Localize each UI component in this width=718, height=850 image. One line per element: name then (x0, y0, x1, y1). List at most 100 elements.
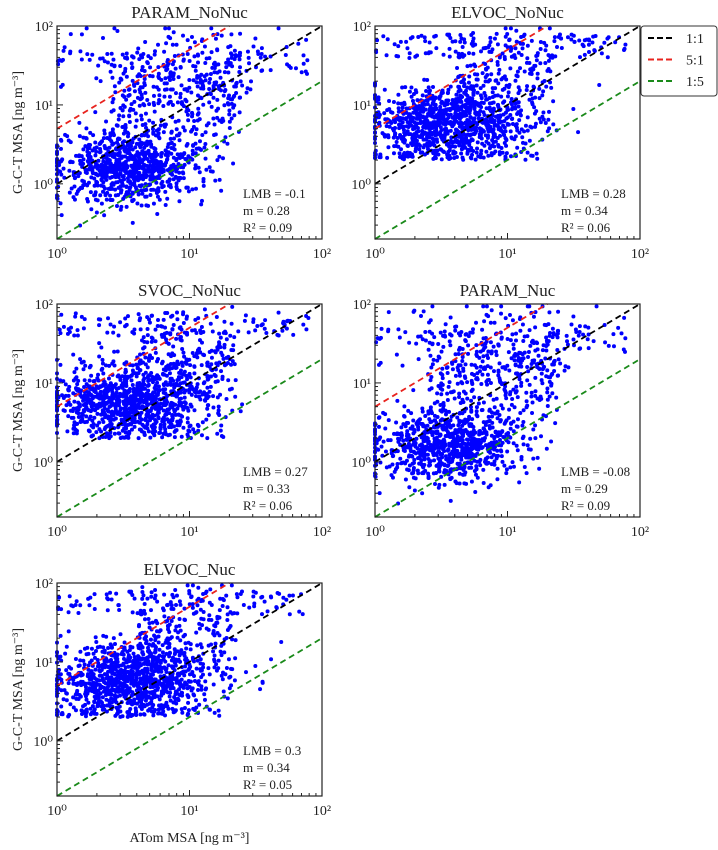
data-point (58, 331, 63, 336)
data-point (425, 135, 430, 140)
data-point (58, 84, 63, 89)
data-point (168, 87, 173, 92)
data-point (149, 187, 154, 192)
data-point (203, 130, 208, 135)
data-point (431, 140, 436, 145)
data-point (590, 40, 595, 45)
data-point (109, 109, 114, 114)
data-point (409, 123, 414, 128)
data-point (467, 143, 472, 148)
data-point (187, 371, 192, 376)
data-point (403, 85, 408, 90)
data-point (525, 43, 530, 48)
data-point (452, 156, 457, 161)
annotation-lmb: LMB = 0.28 (561, 186, 626, 201)
data-point (434, 46, 439, 51)
data-point (139, 188, 144, 193)
data-point (541, 110, 546, 115)
data-point (384, 124, 389, 129)
data-point (105, 160, 110, 165)
data-point (219, 350, 224, 355)
data-point (120, 93, 125, 98)
data-point (487, 125, 492, 130)
data-point (93, 153, 98, 158)
data-point (97, 436, 102, 441)
data-point (402, 102, 407, 107)
data-point (121, 143, 126, 148)
data-point (293, 66, 298, 71)
data-point (189, 34, 194, 39)
data-point (194, 394, 199, 399)
data-point (231, 161, 236, 166)
data-point (111, 97, 116, 102)
data-point (182, 395, 187, 400)
data-point (137, 103, 142, 108)
data-point (131, 197, 136, 202)
data-point (215, 145, 220, 150)
data-point (537, 96, 542, 101)
data-point (123, 69, 128, 74)
data-point (143, 90, 148, 95)
data-point (195, 118, 200, 123)
data-point (162, 87, 167, 92)
data-point (182, 128, 187, 133)
data-point (122, 139, 127, 144)
data-point (191, 124, 196, 129)
data-point (429, 375, 434, 380)
data-point (121, 418, 126, 423)
data-point (492, 36, 497, 41)
data-point (106, 376, 111, 381)
data-point (143, 418, 148, 423)
data-point (165, 59, 170, 64)
data-point (205, 385, 210, 390)
data-point (190, 110, 195, 115)
data-point (381, 34, 386, 39)
data-point (438, 130, 443, 135)
data-point (480, 327, 485, 332)
data-point (441, 52, 446, 57)
data-point (473, 42, 478, 47)
data-point (227, 125, 232, 130)
data-point (432, 335, 437, 340)
data-point (103, 193, 108, 198)
data-point (378, 460, 383, 465)
data-point (175, 406, 180, 411)
data-point (94, 210, 99, 215)
data-point (132, 166, 137, 171)
data-point (216, 84, 221, 89)
data-point (135, 405, 140, 410)
data-point (251, 44, 256, 49)
data-point (164, 398, 169, 403)
data-point (376, 362, 381, 367)
data-point (136, 312, 141, 317)
data-point (205, 374, 210, 379)
data-point (86, 167, 91, 172)
data-point (141, 346, 146, 351)
data-point (108, 164, 113, 169)
data-point (60, 57, 65, 62)
data-point (178, 152, 183, 157)
data-point (457, 124, 462, 129)
data-point (304, 37, 309, 42)
data-point (132, 424, 137, 429)
data-point (134, 141, 139, 146)
data-point (177, 131, 182, 136)
data-point (86, 408, 91, 413)
data-point (172, 136, 177, 141)
data-point (181, 176, 186, 181)
data-point (611, 332, 616, 337)
data-point (195, 355, 200, 360)
data-point (102, 394, 107, 399)
data-point (168, 70, 173, 75)
data-point (81, 161, 86, 166)
data-point (146, 134, 151, 139)
data-point (460, 54, 465, 59)
data-point (504, 471, 509, 476)
data-point (413, 54, 418, 59)
data-point (179, 434, 184, 439)
data-point (487, 49, 492, 54)
data-point (171, 322, 176, 327)
data-point (475, 371, 480, 376)
data-point (84, 414, 89, 419)
data-point (478, 86, 483, 91)
